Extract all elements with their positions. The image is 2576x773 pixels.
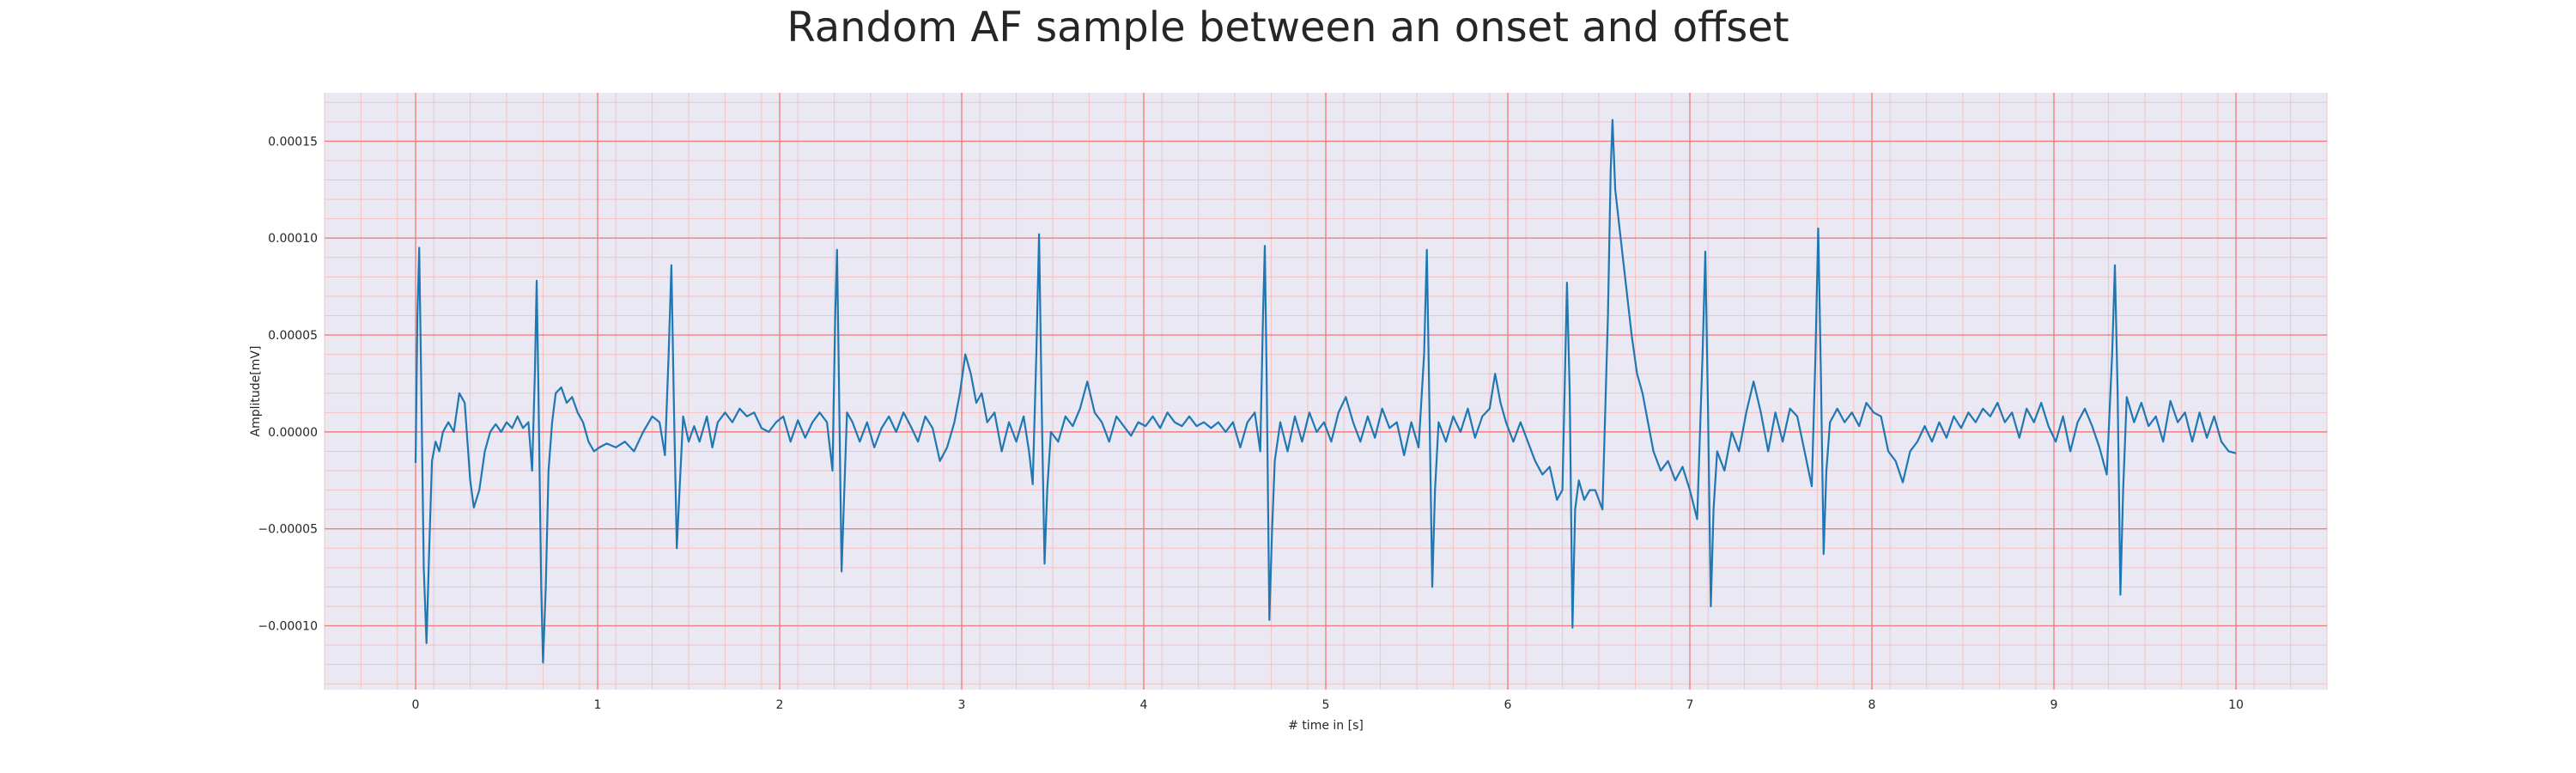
x-tick-label: 3 [958,698,966,712]
y-tick-labels: −0.00010 −0.00005 0.00000 0.00005 0.00010 0.0… [258,135,318,633]
x-tick-label: 9 [2050,698,2058,712]
major-grid [325,93,2327,690]
x-tick-label: 2 [776,698,784,712]
x-tick-label: 8 [1868,698,1876,712]
chart-title: Random AF sample between an onset and of… [787,3,1789,52]
x-tick-label: 5 [1322,698,1330,712]
x-tick-labels: 0 1 2 3 4 5 6 7 8 9 10 [412,698,2244,712]
x-tick-label: 10 [2228,698,2244,712]
x-tick-label: 0 [412,698,420,712]
y-tick-label: −0.00010 [258,620,318,634]
y-tick-label: −0.00005 [258,523,318,537]
x-axis-label: # time in [s] [1288,719,1364,733]
x-tick-label: 6 [1504,698,1512,712]
x-tick-label: 7 [1686,698,1694,712]
y-tick-label: 0.00010 [268,232,318,246]
y-axis-label: Amplitude[mV] [249,346,263,437]
y-tick-label: 0.00000 [268,426,318,440]
y-tick-label: 0.00015 [268,135,318,149]
y-tick-label: 0.00005 [268,329,318,343]
ecg-signal-line [414,119,2237,664]
x-tick-label: 4 [1140,698,1148,712]
x-tick-label: 1 [594,698,602,712]
